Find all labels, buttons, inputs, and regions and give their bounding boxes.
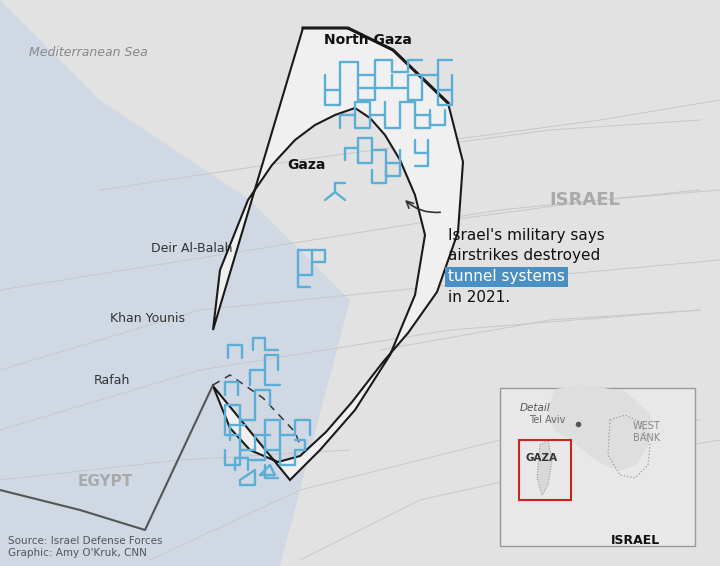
Text: tunnel systems: tunnel systems xyxy=(448,269,565,285)
Text: North Gaza: North Gaza xyxy=(324,33,412,47)
Text: Israel's military says
airstrikes destroyed
these Hamas: Israel's military says airstrikes destro… xyxy=(448,228,605,282)
Text: Source: Israel Defense Forces
Graphic: Amy O'Kruk, CNN: Source: Israel Defense Forces Graphic: A… xyxy=(8,537,163,558)
Text: Gaza: Gaza xyxy=(287,158,325,172)
Text: Detail: Detail xyxy=(520,403,551,413)
Text: GAZA: GAZA xyxy=(525,453,557,463)
Text: Khan Younis: Khan Younis xyxy=(110,311,186,324)
Text: ISRAEL: ISRAEL xyxy=(611,534,660,547)
Text: Rafah: Rafah xyxy=(94,374,130,387)
Text: in 2021.: in 2021. xyxy=(448,289,510,305)
Bar xyxy=(519,440,571,500)
Text: Mediterranean Sea: Mediterranean Sea xyxy=(29,45,148,58)
Text: Tel Aviv: Tel Aviv xyxy=(528,415,565,425)
Polygon shape xyxy=(548,385,650,470)
Text: EGYPT: EGYPT xyxy=(77,474,132,490)
FancyArrowPatch shape xyxy=(406,201,440,212)
Text: Deir Al-Balah: Deir Al-Balah xyxy=(151,242,233,255)
Polygon shape xyxy=(537,440,552,495)
Polygon shape xyxy=(213,28,463,480)
Bar xyxy=(500,388,695,546)
Polygon shape xyxy=(0,0,350,566)
Text: ISRAEL: ISRAEL xyxy=(549,191,621,209)
Text: WEST
BANK: WEST BANK xyxy=(633,421,661,443)
